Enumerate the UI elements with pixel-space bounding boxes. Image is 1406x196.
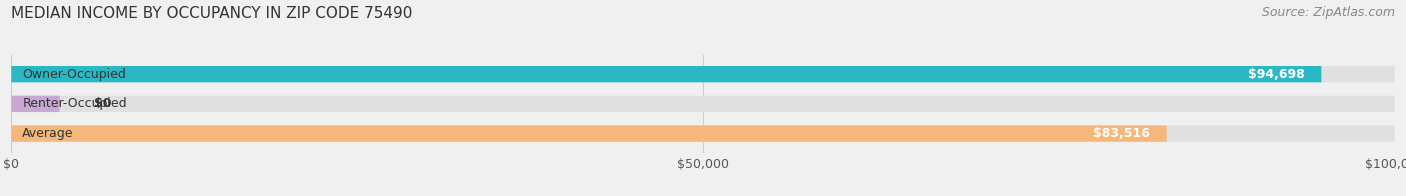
Text: Source: ZipAtlas.com: Source: ZipAtlas.com xyxy=(1261,6,1395,19)
FancyBboxPatch shape xyxy=(11,125,1395,142)
Text: MEDIAN INCOME BY OCCUPANCY IN ZIP CODE 75490: MEDIAN INCOME BY OCCUPANCY IN ZIP CODE 7… xyxy=(11,6,412,21)
Text: $94,698: $94,698 xyxy=(1249,68,1305,81)
Text: Average: Average xyxy=(22,127,75,140)
Text: $83,516: $83,516 xyxy=(1094,127,1150,140)
Text: Owner-Occupied: Owner-Occupied xyxy=(22,68,127,81)
FancyBboxPatch shape xyxy=(11,96,59,112)
Text: $0: $0 xyxy=(94,97,111,110)
FancyBboxPatch shape xyxy=(11,125,1167,142)
FancyBboxPatch shape xyxy=(11,66,1395,82)
Text: Renter-Occupied: Renter-Occupied xyxy=(22,97,127,110)
FancyBboxPatch shape xyxy=(11,96,1395,112)
FancyBboxPatch shape xyxy=(11,66,1322,82)
